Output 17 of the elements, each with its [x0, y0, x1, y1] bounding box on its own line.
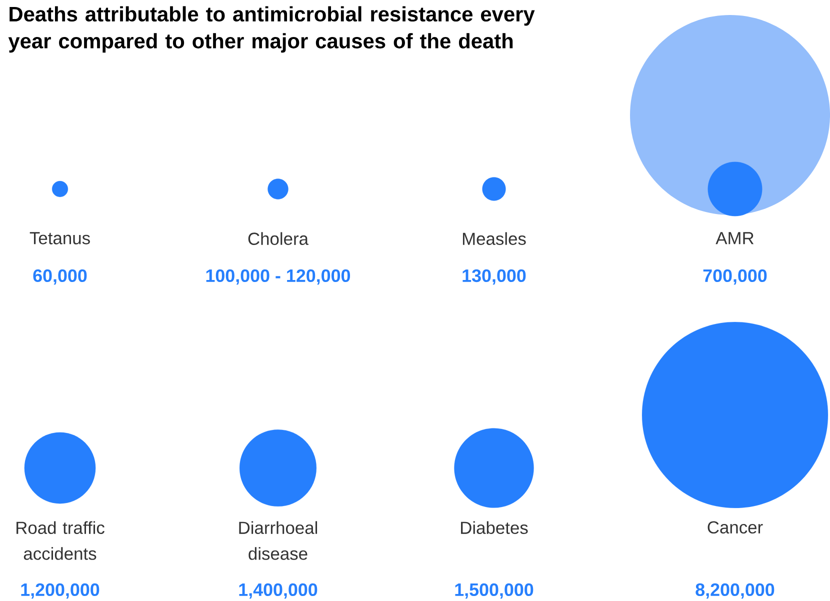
data-label: 8,200,000 [696, 583, 774, 599]
category-label: AMR [716, 232, 754, 244]
text: Deaths attributable to antimicrobial resistance every year compared to other major causes of the death [8, 6, 535, 53]
category-label: Cancer [708, 521, 763, 534]
data-label: 100,000 - 120,000 [206, 269, 350, 285]
data-label: 60,000 [33, 269, 87, 285]
data-label: 1,500,000 [455, 583, 534, 599]
category-label: Measles [462, 232, 526, 245]
category-label: Cholera [248, 232, 309, 245]
data-label: 130,000 [462, 269, 526, 285]
category-label: Diabetes [461, 521, 528, 534]
category-label: Diarrhoeal disease [239, 521, 318, 560]
data-label: 1,200,000 [21, 583, 100, 599]
category-label: Tetanus [30, 232, 90, 244]
data-label: 1,400,000 [239, 583, 318, 599]
category-label: Road traffic accidents [16, 521, 104, 560]
data-label: 700,000 [703, 269, 767, 285]
